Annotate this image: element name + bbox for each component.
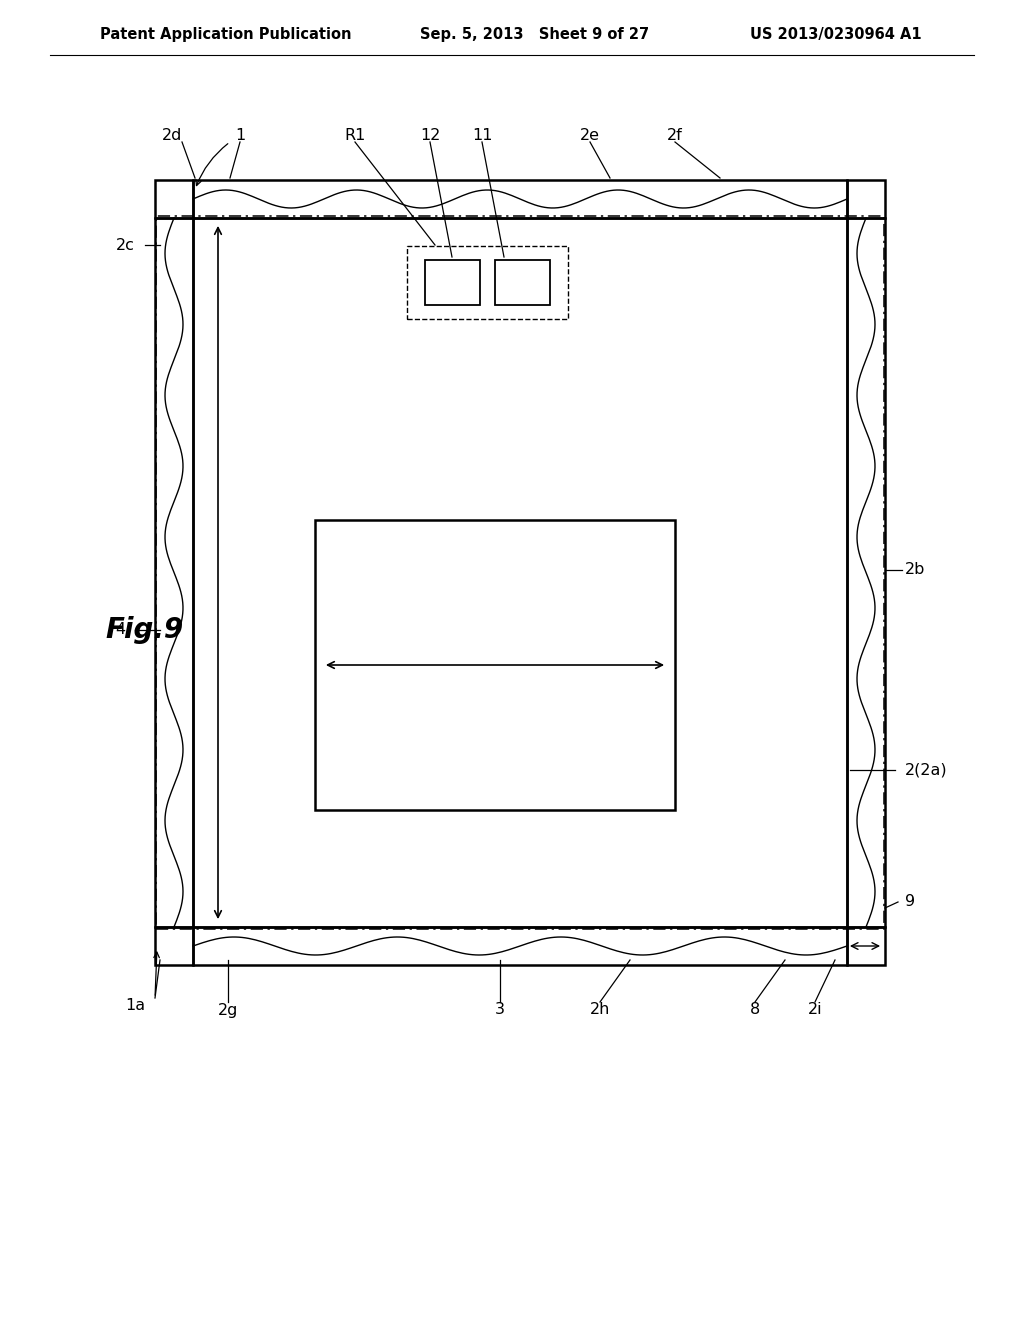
Text: 2b: 2b [905, 562, 926, 578]
Bar [193, 218, 847, 927]
Text: 12: 12 [420, 128, 440, 143]
Bar [847, 927, 885, 965]
Text: 2f: 2f [667, 128, 683, 143]
Text: 2i: 2i [808, 1002, 822, 1018]
Bar [847, 218, 885, 927]
Text: Sep. 5, 2013   Sheet 9 of 27: Sep. 5, 2013 Sheet 9 of 27 [420, 28, 649, 42]
Text: 2d: 2d [162, 128, 182, 143]
Text: 4: 4 [115, 623, 125, 638]
Text: 9: 9 [905, 895, 915, 909]
Text: 3: 3 [495, 1002, 505, 1018]
Bar [495, 260, 550, 305]
Bar [425, 260, 480, 305]
Bar [407, 246, 568, 319]
Text: 1a: 1a [125, 998, 145, 1012]
Text: 11: 11 [472, 128, 493, 143]
Text: 8: 8 [750, 1002, 760, 1018]
Bar [847, 180, 885, 218]
Text: R1: R1 [344, 128, 366, 143]
Bar [155, 927, 193, 965]
Text: 2h: 2h [590, 1002, 610, 1018]
Bar [193, 927, 847, 965]
Text: 2g: 2g [218, 1002, 239, 1018]
Text: US 2013/0230964 A1: US 2013/0230964 A1 [750, 28, 922, 42]
Bar [315, 520, 675, 810]
Text: 2(2a): 2(2a) [905, 763, 947, 777]
Bar [155, 180, 193, 218]
Bar [156, 216, 884, 929]
Text: 2e: 2e [580, 128, 600, 143]
Text: 2c: 2c [116, 238, 135, 252]
Text: 1: 1 [234, 128, 245, 143]
Bar [193, 180, 847, 218]
Text: Patent Application Publication: Patent Application Publication [100, 28, 351, 42]
Text: Fig.9: Fig.9 [105, 616, 183, 644]
Bar [155, 218, 193, 927]
